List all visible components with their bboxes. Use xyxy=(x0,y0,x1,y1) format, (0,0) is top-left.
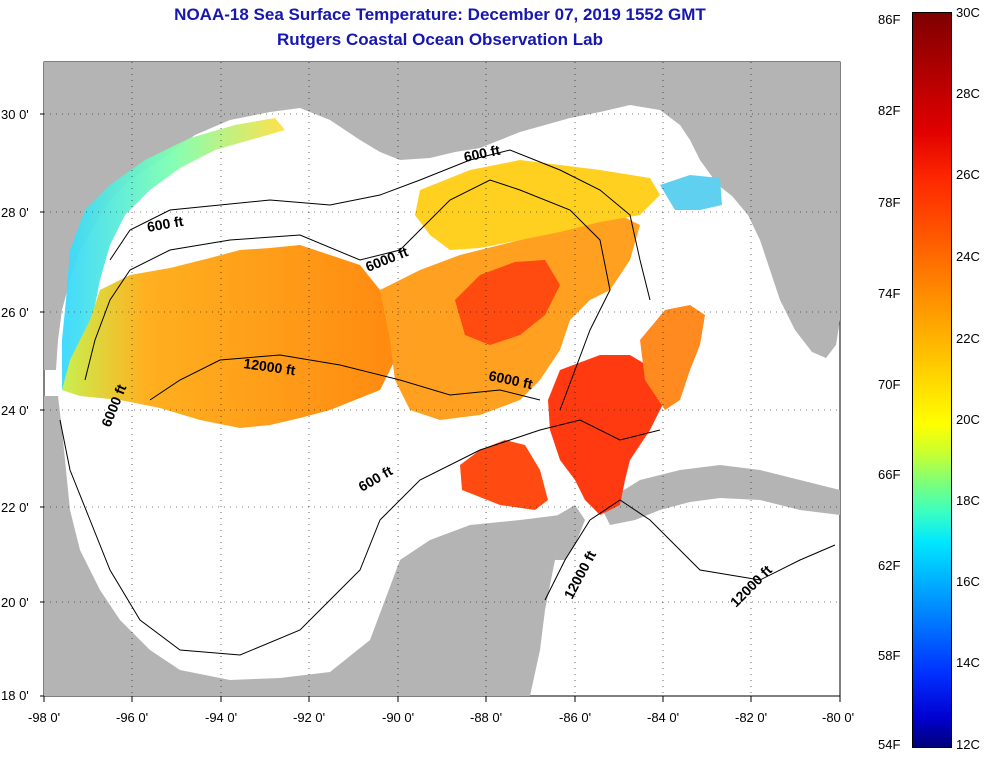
colorbar-f-label: 70F xyxy=(878,377,901,392)
colorbar-f-label: 82F xyxy=(878,103,901,118)
colorbar-c-label: 26C xyxy=(956,167,980,182)
colorbar-c-label: 24C xyxy=(956,249,980,264)
sst-east-patch xyxy=(640,305,705,410)
contour-label: 600 ft xyxy=(462,142,501,165)
sst-yucatan-channel xyxy=(548,355,665,515)
land-mexico xyxy=(44,396,560,696)
sst-coastal-band xyxy=(62,118,285,390)
colorbar-c-label: 16C xyxy=(956,574,980,589)
lon-label: -94 0' xyxy=(205,710,237,725)
contour-12000ft xyxy=(149,354,541,401)
colorbar-f-label: 62F xyxy=(878,558,901,573)
colorbar-f-label: 58F xyxy=(878,648,901,663)
lon-label: -96 0' xyxy=(116,710,148,725)
lon-label: -86 0' xyxy=(559,710,591,725)
colorbar-c-label: 14C xyxy=(956,655,980,670)
graticule xyxy=(44,62,840,696)
map-title: NOAA-18 Sea Surface Temperature: Decembe… xyxy=(174,5,706,24)
temperature-colorbar xyxy=(912,12,952,748)
lon-label: -90 0' xyxy=(382,710,414,725)
contour-600ft-south xyxy=(59,419,661,656)
colorbar-f-label: 66F xyxy=(878,467,901,482)
lat-label: 30 0' xyxy=(1,107,29,122)
bathymetry-contours xyxy=(59,149,836,656)
colorbar-c-label: 28C xyxy=(956,86,980,101)
sst-florida-cool xyxy=(660,175,722,210)
colorbar-c-label: 30C xyxy=(956,5,980,20)
contour-600ft xyxy=(109,149,651,301)
axis-ticks xyxy=(40,113,841,702)
lon-label: -92 0' xyxy=(293,710,325,725)
colorbar-f-label: 86F xyxy=(878,12,901,27)
land-us-gulf-coast xyxy=(44,62,840,370)
contour-12000ft-south xyxy=(544,499,836,601)
land-yucatan-tip xyxy=(555,505,585,560)
colorbar-f-label: 78F xyxy=(878,195,901,210)
colorbar-f-label: 74F xyxy=(878,286,901,301)
lon-label: -82 0' xyxy=(735,710,767,725)
sst-warm-core xyxy=(455,260,560,345)
lon-label: -84 0' xyxy=(647,710,679,725)
sst-western-field xyxy=(62,245,395,428)
map-subtitle: Rutgers Coastal Ocean Observation Lab xyxy=(277,30,603,49)
lon-label: -80 0' xyxy=(822,710,854,725)
land-cuba xyxy=(600,465,840,525)
lat-label: 22 0' xyxy=(1,500,29,515)
colorbar-c-label: 22C xyxy=(956,331,980,346)
colorbar-c-label: 18C xyxy=(956,493,980,508)
contour-label: 600 ft xyxy=(146,213,185,235)
colorbar-f-label: 54F xyxy=(878,737,901,752)
lat-label: 20 0' xyxy=(1,595,29,610)
contour-6000ft xyxy=(84,179,611,411)
lat-label: 24 0' xyxy=(1,403,29,418)
lon-label: -98 0' xyxy=(28,710,60,725)
sst-south-patch xyxy=(460,440,548,510)
contour-label: 12000 ft xyxy=(243,355,297,378)
lon-label: -88 0' xyxy=(470,710,502,725)
lat-label: 18 0' xyxy=(1,688,29,703)
colorbar-c-label: 20C xyxy=(956,412,980,427)
colorbar-c-label: 12C xyxy=(956,737,980,752)
lat-label: 26 0' xyxy=(1,305,29,320)
sst-northern-yellow xyxy=(415,160,660,250)
lat-label: 28 0' xyxy=(1,205,29,220)
